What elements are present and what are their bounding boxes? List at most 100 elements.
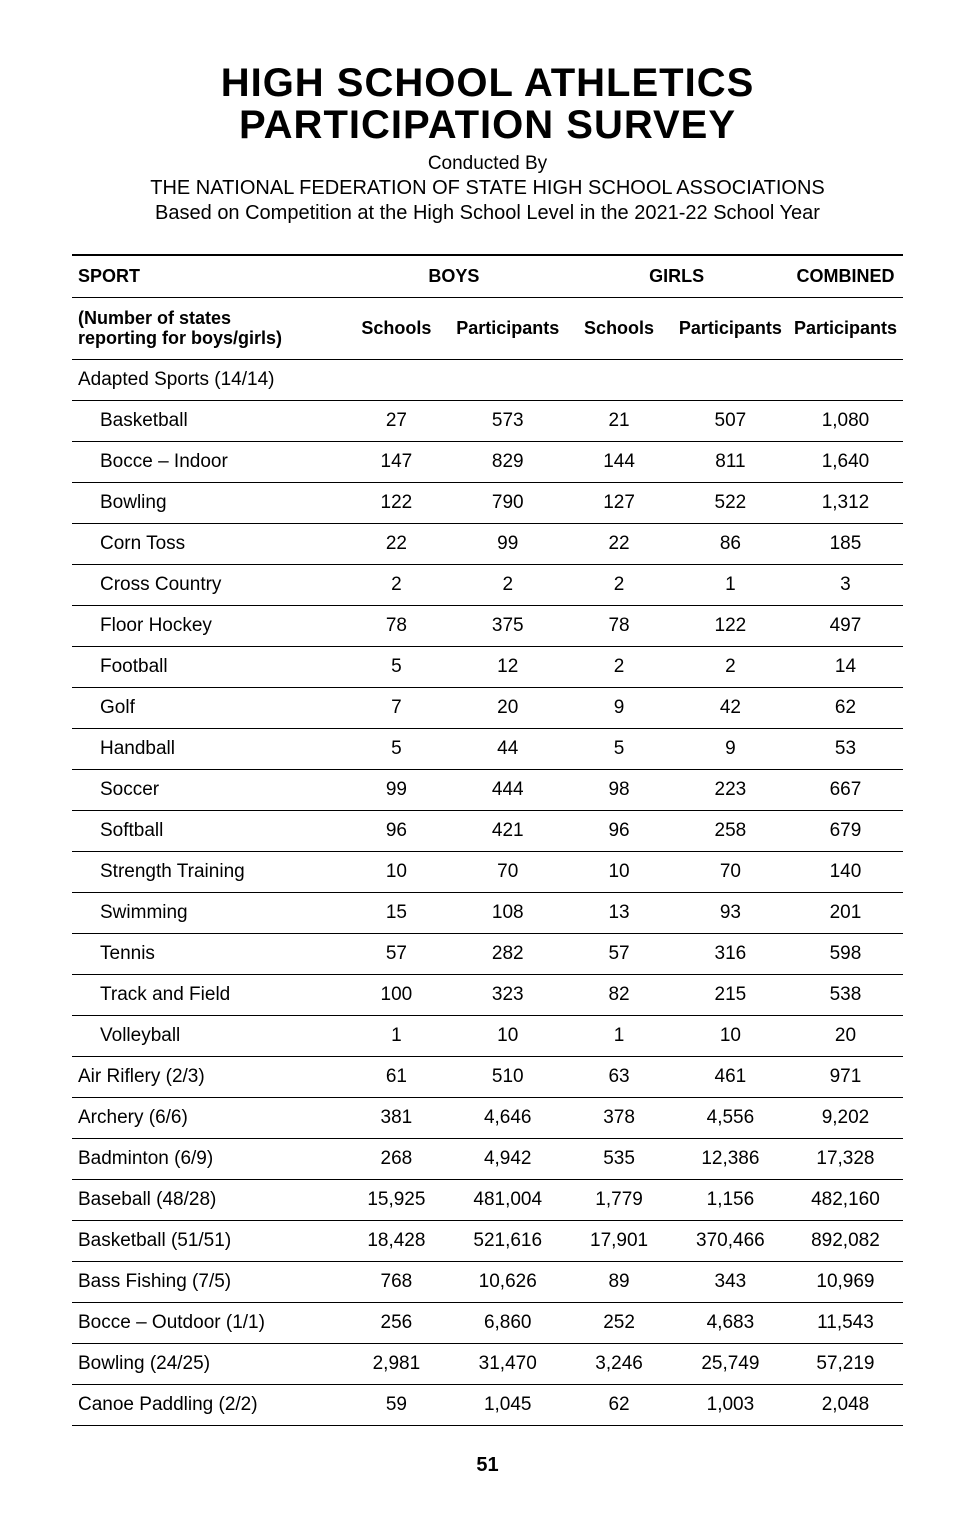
table-row: Golf72094262: [72, 688, 903, 729]
data-cell: 96: [565, 811, 673, 852]
table-row: Basketball27573215071,080: [72, 401, 903, 442]
data-cell: 4,683: [673, 1303, 788, 1344]
data-cell: 62: [565, 1385, 673, 1426]
data-cell: 9,202: [788, 1098, 903, 1139]
table-row: Archery (6/6)3814,6463784,5569,202: [72, 1098, 903, 1139]
data-cell: 1: [343, 1016, 451, 1057]
data-cell: 15: [343, 893, 451, 934]
data-cell: [343, 360, 451, 401]
data-cell: 1,640: [788, 442, 903, 483]
data-cell: 282: [450, 934, 565, 975]
data-cell: 18,428: [343, 1221, 451, 1262]
sport-cell: Canoe Paddling (2/2): [72, 1385, 343, 1426]
data-cell: [788, 360, 903, 401]
header-girls-participants: Participants: [673, 297, 788, 359]
sport-cell: Air Riflery (2/3): [72, 1057, 343, 1098]
data-cell: 100: [343, 975, 451, 1016]
data-cell: 10: [343, 852, 451, 893]
data-cell: 252: [565, 1303, 673, 1344]
data-cell: 9: [673, 729, 788, 770]
header-boys-schools: Schools: [343, 297, 451, 359]
data-cell: 343: [673, 1262, 788, 1303]
data-cell: 42: [673, 688, 788, 729]
data-cell: 598: [788, 934, 903, 975]
data-cell: 370,466: [673, 1221, 788, 1262]
data-cell: 7: [343, 688, 451, 729]
sport-cell: Strength Training: [72, 852, 343, 893]
data-cell: 1: [673, 565, 788, 606]
table-row: Tennis5728257316598: [72, 934, 903, 975]
data-cell: 9: [565, 688, 673, 729]
sport-cell: Soccer: [72, 770, 343, 811]
sport-cell: Archery (6/6): [72, 1098, 343, 1139]
data-cell: 17,901: [565, 1221, 673, 1262]
sport-cell: Swimming: [72, 893, 343, 934]
header-girls: GIRLS: [565, 255, 788, 298]
data-cell: 61: [343, 1057, 451, 1098]
data-cell: 21: [565, 401, 673, 442]
sport-cell: Track and Field: [72, 975, 343, 1016]
table-row: Bowling (24/25)2,98131,4703,24625,74957,…: [72, 1344, 903, 1385]
sport-cell: Floor Hockey: [72, 606, 343, 647]
data-cell: 256: [343, 1303, 451, 1344]
data-cell: 44: [450, 729, 565, 770]
data-cell: 86: [673, 524, 788, 565]
table-row: Bocce – Outdoor (1/1)2566,8602524,68311,…: [72, 1303, 903, 1344]
data-cell: 144: [565, 442, 673, 483]
data-cell: 679: [788, 811, 903, 852]
data-cell: 10: [450, 1016, 565, 1057]
data-cell: 2,048: [788, 1385, 903, 1426]
data-cell: 10: [673, 1016, 788, 1057]
data-cell: 127: [565, 483, 673, 524]
header-boys: BOYS: [343, 255, 566, 298]
data-cell: 10: [565, 852, 673, 893]
sport-cell: Volleyball: [72, 1016, 343, 1057]
sport-cell: Adapted Sports (14/14): [72, 360, 343, 401]
conducted-by-label: Conducted By: [72, 152, 903, 176]
sport-cell: Bocce – Indoor: [72, 442, 343, 483]
sport-cell: Bass Fishing (7/5): [72, 1262, 343, 1303]
data-cell: 375: [450, 606, 565, 647]
table-row: Track and Field10032382215538: [72, 975, 903, 1016]
org-name: THE NATIONAL FEDERATION OF STATE HIGH SC…: [72, 176, 903, 201]
data-cell: 444: [450, 770, 565, 811]
data-cell: 78: [565, 606, 673, 647]
data-cell: 573: [450, 401, 565, 442]
data-cell: 378: [565, 1098, 673, 1139]
data-cell: 78: [343, 606, 451, 647]
data-cell: 13: [565, 893, 673, 934]
table-header-row-2: (Number of states reporting for boys/gir…: [72, 297, 903, 359]
table-row: Swimming151081393201: [72, 893, 903, 934]
data-cell: 82: [565, 975, 673, 1016]
data-cell: 316: [673, 934, 788, 975]
table-body: Adapted Sports (14/14)Basketball27573215…: [72, 360, 903, 1426]
data-cell: 323: [450, 975, 565, 1016]
data-cell: 201: [788, 893, 903, 934]
sport-cell: Baseball (48/28): [72, 1180, 343, 1221]
data-cell: 381: [343, 1098, 451, 1139]
data-cell: 3: [788, 565, 903, 606]
table-row: Softball9642196258679: [72, 811, 903, 852]
data-cell: 1,003: [673, 1385, 788, 1426]
data-cell: 510: [450, 1057, 565, 1098]
data-cell: 1,312: [788, 483, 903, 524]
sport-cell: Corn Toss: [72, 524, 343, 565]
data-cell: 2: [673, 647, 788, 688]
data-cell: 70: [673, 852, 788, 893]
data-cell: 223: [673, 770, 788, 811]
data-cell: 2: [343, 565, 451, 606]
data-cell: 12: [450, 647, 565, 688]
data-cell: 4,942: [450, 1139, 565, 1180]
header-girls-schools: Schools: [565, 297, 673, 359]
data-cell: 62: [788, 688, 903, 729]
data-cell: 268: [343, 1139, 451, 1180]
data-cell: 971: [788, 1057, 903, 1098]
survey-page: HIGH SCHOOL ATHLETICS PARTICIPATION SURV…: [0, 0, 975, 1517]
data-cell: 63: [565, 1057, 673, 1098]
data-cell: 31,470: [450, 1344, 565, 1385]
data-cell: 70: [450, 852, 565, 893]
data-cell: 4,646: [450, 1098, 565, 1139]
data-cell: 892,082: [788, 1221, 903, 1262]
data-cell: 538: [788, 975, 903, 1016]
data-cell: 98: [565, 770, 673, 811]
